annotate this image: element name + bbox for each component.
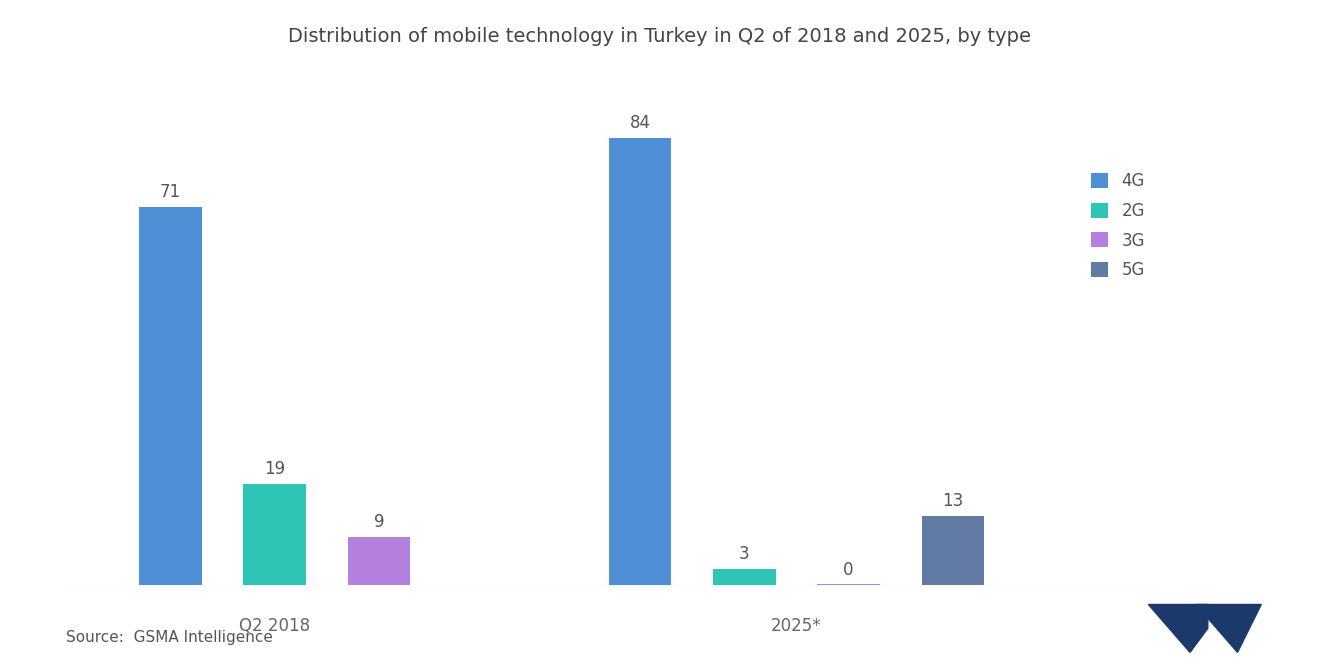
Polygon shape	[1148, 604, 1208, 652]
Bar	[817, 584, 880, 585]
Text: 71: 71	[160, 183, 181, 201]
Text: 19: 19	[264, 460, 285, 477]
Bar	[609, 138, 671, 585]
Bar	[347, 537, 411, 585]
Text: 3: 3	[739, 545, 750, 563]
Text: Source:  GSMA Intelligence: Source: GSMA Intelligence	[66, 630, 273, 645]
Bar	[243, 484, 306, 585]
Polygon shape	[1196, 604, 1262, 652]
Bar	[921, 516, 985, 585]
Text: 2025*: 2025*	[771, 617, 822, 635]
Text: Distribution of mobile technology in Turkey in Q2 of 2018 and 2025, by type: Distribution of mobile technology in Tur…	[289, 27, 1031, 46]
Text: 9: 9	[374, 513, 384, 531]
Bar	[713, 569, 776, 585]
Text: 13: 13	[942, 491, 964, 509]
Text: Q2 2018: Q2 2018	[239, 617, 310, 635]
Bar	[139, 207, 202, 585]
Text: 84: 84	[630, 114, 651, 132]
Text: 0: 0	[843, 561, 854, 579]
Legend: 4G, 2G, 3G, 5G: 4G, 2G, 3G, 5G	[1084, 164, 1154, 287]
